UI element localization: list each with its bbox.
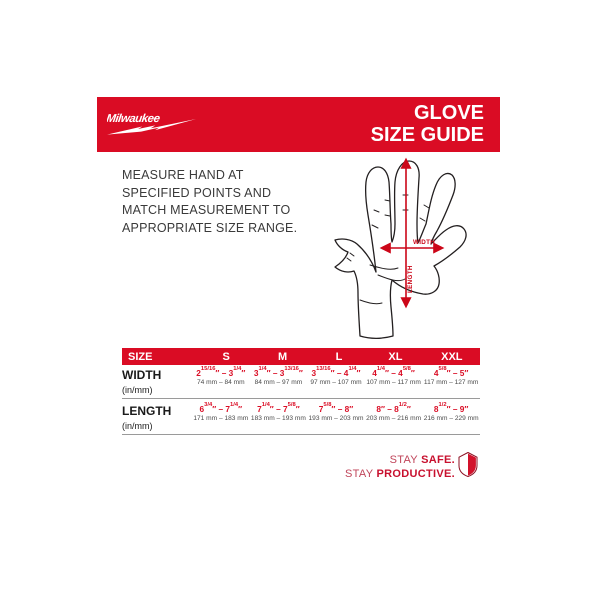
svg-text:WIDTH: WIDTH [413,239,435,246]
svg-text:Milwaukee: Milwaukee [107,113,161,125]
svg-text:LENGTH: LENGTH [407,265,414,293]
